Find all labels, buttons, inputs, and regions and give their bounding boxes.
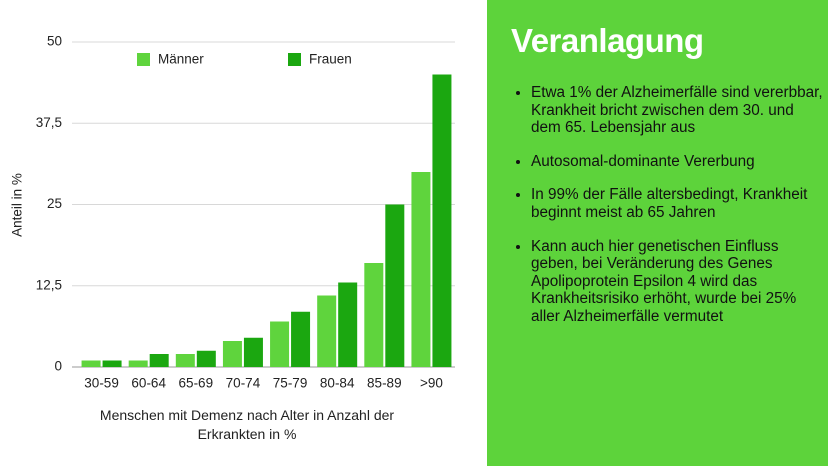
legend-swatch bbox=[288, 53, 301, 66]
bar bbox=[432, 74, 452, 367]
y-tick-label: 25 bbox=[47, 196, 62, 211]
panel-title: Veranlagung bbox=[511, 22, 704, 59]
x-tick-label: 85-89 bbox=[367, 376, 402, 391]
y-tick-label: 12,5 bbox=[36, 277, 62, 292]
chart: Anteil in % 0 12,5 25 37,5 50 30-59 60-64 65-69… bbox=[10, 34, 455, 391]
x-tick-label: 30-59 bbox=[84, 376, 119, 391]
bullet-list: Etwa 1% der Alzheimerfälle sind vererbba… bbox=[513, 84, 825, 342]
y-tick-label: 0 bbox=[54, 359, 62, 374]
bar bbox=[222, 341, 242, 367]
x-tick-label: 60-64 bbox=[131, 376, 166, 391]
bar bbox=[243, 337, 263, 367]
bar bbox=[128, 360, 148, 367]
bar bbox=[270, 321, 290, 367]
y-tick-label: 37,5 bbox=[36, 115, 62, 130]
bar bbox=[196, 350, 216, 367]
legend-swatch bbox=[137, 53, 150, 66]
bar bbox=[364, 263, 384, 367]
bullet: Kann auch hier genetischen Einfluss gebe… bbox=[531, 238, 825, 326]
bar bbox=[81, 360, 101, 367]
x-tick-label: 80-84 bbox=[320, 376, 355, 391]
bullet: In 99% der Fälle altersbedingt, Krankhei… bbox=[531, 186, 825, 221]
bullet: Etwa 1% der Alzheimerfälle sind vererbba… bbox=[531, 84, 825, 137]
legend-label: Männer bbox=[158, 52, 204, 67]
x-tick-label: >90 bbox=[420, 376, 443, 391]
bullet: Autosomal-dominante Vererbung bbox=[531, 153, 825, 171]
x-tick-label: 75-79 bbox=[273, 376, 308, 391]
bar bbox=[175, 354, 195, 367]
bar bbox=[411, 172, 431, 367]
bar bbox=[102, 360, 122, 367]
bar bbox=[149, 354, 169, 367]
y-axis-label: Anteil in % bbox=[10, 173, 25, 237]
bar bbox=[385, 204, 405, 367]
bar bbox=[317, 295, 337, 367]
x-tick-label: 65-69 bbox=[179, 376, 214, 391]
bar bbox=[338, 282, 358, 367]
x-tick-label: 70-74 bbox=[226, 376, 261, 391]
text-panel: Veranlagung Etwa 1% der Alzheimerfälle s… bbox=[487, 0, 828, 466]
legend-label: Frauen bbox=[309, 52, 352, 67]
y-tick-label: 50 bbox=[47, 34, 62, 49]
bar bbox=[291, 311, 311, 367]
x-axis-label: Menschen mit Demenz nach Alter in Anzahl… bbox=[99, 407, 395, 442]
